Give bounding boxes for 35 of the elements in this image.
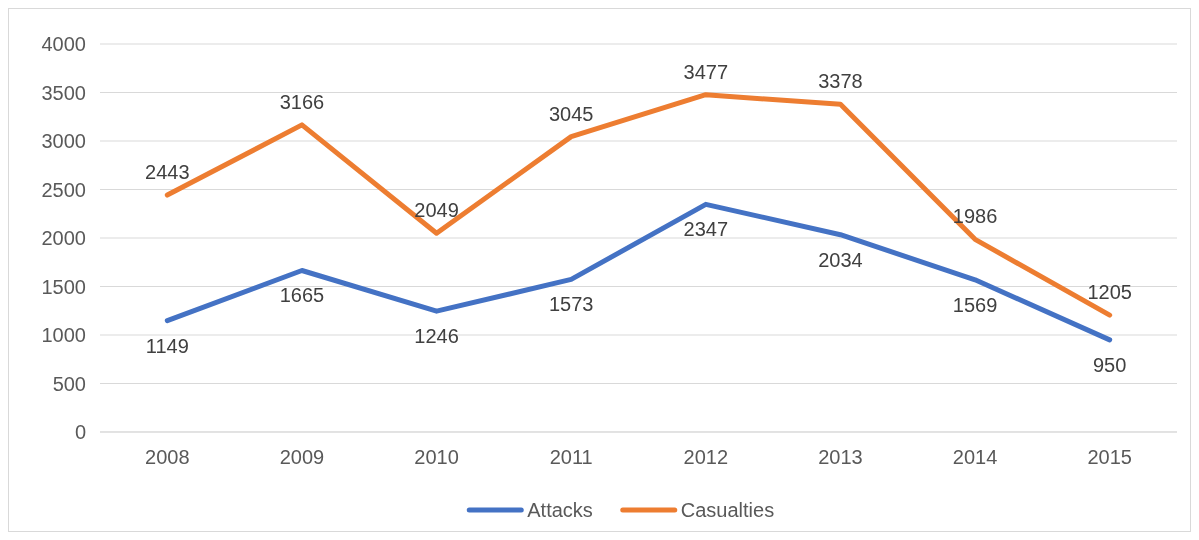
data-label: 3166: [279, 90, 325, 113]
data-label: 2049: [414, 199, 459, 222]
x-tick-label: 2013: [818, 446, 863, 468]
x-tick-label: 2009: [279, 446, 325, 468]
y-tick-label: 0: [74, 421, 86, 443]
y-tick-label: 4000: [41, 33, 86, 55]
x-tick-label: 2010: [414, 446, 459, 468]
y-tick-label: 2000: [41, 227, 86, 249]
x-tick-label: 2014: [952, 446, 998, 468]
data-label: 2347: [683, 218, 729, 241]
data-label: 3045: [548, 102, 594, 125]
x-tick-label: 2015: [1087, 446, 1132, 468]
data-label: 950: [1093, 353, 1127, 376]
data-label: 1149: [145, 334, 189, 357]
data-label: 1205: [1087, 281, 1132, 304]
data-label: 2034: [818, 248, 863, 271]
y-tick-label: 3500: [41, 81, 86, 104]
y-tick-label: 500: [52, 372, 86, 395]
x-tick-label: 2011: [549, 446, 593, 468]
legend-label: Casualties: [680, 499, 775, 521]
y-tick-label: 3000: [41, 130, 86, 152]
y-tick-label: 2500: [41, 178, 86, 201]
x-tick-label: 2008: [145, 446, 190, 468]
data-label: 3477: [683, 60, 729, 83]
data-label: 3378: [818, 70, 863, 93]
y-tick-label: 1500: [41, 275, 86, 298]
data-label: 2443: [145, 161, 190, 184]
legend-label: Attacks: [527, 499, 593, 521]
data-label: 1569: [952, 293, 998, 316]
data-label: 1986: [952, 205, 998, 228]
y-tick-label: 1000: [41, 324, 86, 346]
data-label: 1246: [414, 325, 459, 348]
data-label: 1665: [279, 284, 325, 307]
x-tick-label: 2012: [683, 446, 729, 468]
data-label: 1573: [548, 293, 594, 316]
